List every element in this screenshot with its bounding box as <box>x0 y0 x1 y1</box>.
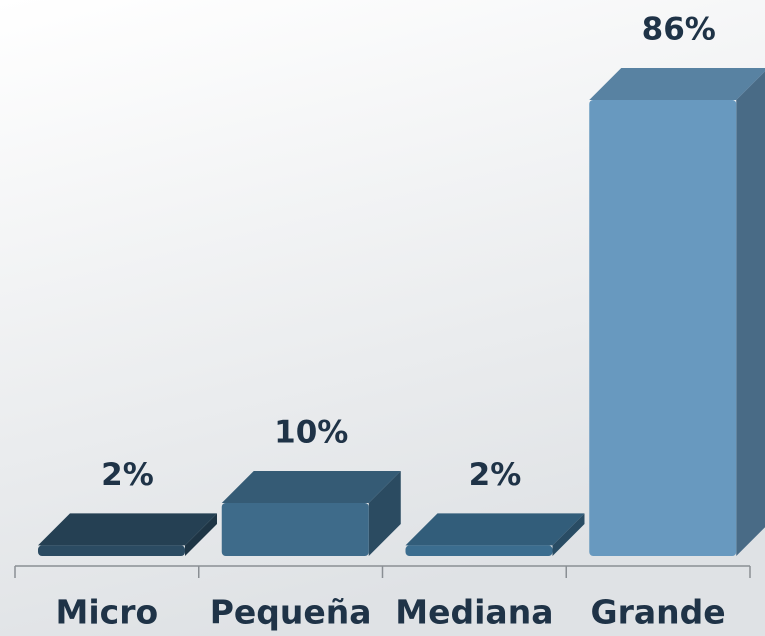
bar <box>221 470 401 556</box>
x-tick-label: Micro <box>56 593 159 632</box>
bar-top <box>38 513 217 546</box>
bar <box>38 513 217 556</box>
bar-front <box>221 502 369 556</box>
bar-side <box>552 513 585 556</box>
bar-front <box>405 545 553 556</box>
value-label: 2% <box>469 457 522 493</box>
x-tick-label: Grande <box>591 593 726 632</box>
bar-top <box>405 513 585 546</box>
bar <box>589 68 765 556</box>
bar-side <box>185 513 217 556</box>
bar-side <box>368 470 401 556</box>
value-label: 2% <box>101 457 154 493</box>
x-tick-label: Mediana <box>395 593 553 632</box>
bar-front <box>589 100 737 556</box>
bar-side <box>736 71 765 556</box>
x-tick-label: Pequeña <box>210 593 372 632</box>
bar-front <box>38 545 185 556</box>
value-label: 10% <box>274 414 348 450</box>
bar <box>405 513 585 556</box>
bar-top <box>589 68 765 100</box>
bar-top <box>221 470 401 503</box>
value-label: 86% <box>642 12 716 48</box>
